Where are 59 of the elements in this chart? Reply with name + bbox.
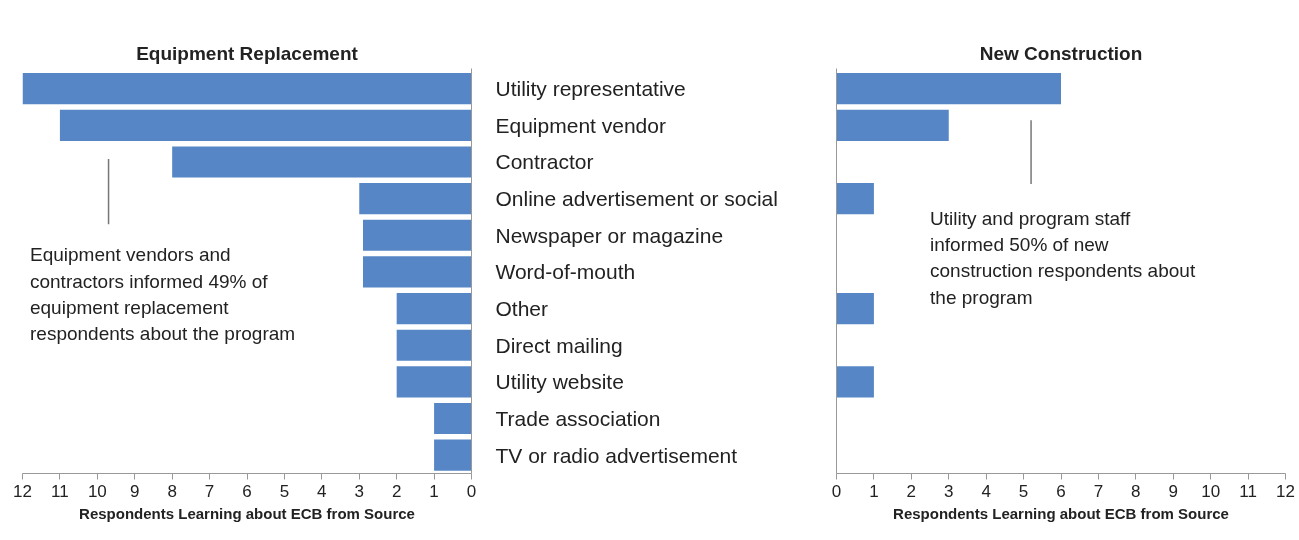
bar bbox=[836, 366, 874, 398]
bar bbox=[396, 329, 472, 361]
y-tick-label: TV or radio advertisement bbox=[495, 443, 738, 467]
x-tick-label: 4 bbox=[981, 481, 991, 501]
x-tick-label: 10 bbox=[1201, 481, 1221, 501]
bar bbox=[836, 292, 874, 325]
bar bbox=[836, 73, 1061, 105]
y-tick-label: Word-of-mouth bbox=[495, 260, 636, 284]
bar bbox=[172, 146, 472, 178]
x-tick-label: 6 bbox=[1056, 481, 1066, 501]
chart-title: New Construction bbox=[979, 42, 1143, 64]
bar bbox=[362, 256, 472, 288]
y-tick-label: Utility website bbox=[495, 370, 624, 394]
x-tick-label: 9 bbox=[1168, 481, 1178, 501]
y-tick-label: Contractor bbox=[495, 150, 594, 174]
bar bbox=[396, 366, 472, 398]
x-tick-label: 0 bbox=[466, 481, 477, 501]
x-tick-label: 11 bbox=[51, 481, 69, 501]
x-tick-label: 2 bbox=[906, 481, 917, 501]
bar bbox=[362, 219, 472, 251]
x-axis-title: Respondents Learning about ECB from Source bbox=[893, 504, 1229, 522]
y-tick-label: Direct mailing bbox=[495, 333, 623, 357]
bar bbox=[836, 183, 874, 215]
y-tick-label: Online advertisement or social bbox=[495, 187, 778, 211]
x-axis-title: Respondents Learning about ECB from Source bbox=[79, 504, 415, 522]
x-tick-label: 10 bbox=[87, 481, 107, 501]
x-tick-label: 1 bbox=[429, 481, 439, 501]
x-tick-label: 3 bbox=[944, 481, 954, 501]
x-tick-label: 11 bbox=[1239, 481, 1257, 501]
x-tick-label: 5 bbox=[279, 481, 290, 501]
x-tick-label: 7 bbox=[1093, 481, 1104, 501]
annotation: Equipment vendors and contractors informed 49% of equipment replacement respondents about the program bbox=[29, 244, 296, 345]
x-tick-label: 12 bbox=[13, 481, 32, 501]
x-tick-label: 1 bbox=[869, 481, 879, 501]
y-tick-label: Equipment vendor bbox=[495, 113, 666, 137]
bar bbox=[22, 73, 472, 105]
x-tick-label: 3 bbox=[354, 481, 364, 501]
bar bbox=[359, 183, 472, 215]
x-tick-label: 7 bbox=[204, 481, 215, 501]
x-tick-label: 2 bbox=[391, 481, 402, 501]
x-tick-label: 8 bbox=[167, 481, 177, 501]
bar bbox=[836, 109, 949, 141]
y-tick-label: Other bbox=[495, 297, 549, 321]
bar bbox=[396, 292, 472, 325]
x-tick-label: 9 bbox=[130, 481, 140, 501]
annotation: Utility and program staff informed 50% of new construction respondents about the program bbox=[930, 207, 1196, 308]
x-tick-label: 0 bbox=[831, 481, 842, 501]
x-tick-label: 5 bbox=[1018, 481, 1029, 501]
bar bbox=[434, 439, 472, 471]
x-tick-label: 12 bbox=[1276, 481, 1295, 501]
bar bbox=[59, 109, 472, 141]
x-tick-label: 6 bbox=[242, 481, 252, 501]
x-tick-label: 8 bbox=[1131, 481, 1141, 501]
y-tick-label: Newspaper or magazine bbox=[495, 223, 724, 247]
chart-title: Equipment Replacement bbox=[136, 42, 359, 64]
bar bbox=[434, 402, 472, 435]
y-tick-label: Utility representative bbox=[495, 77, 686, 101]
x-tick-label: 4 bbox=[317, 481, 327, 501]
y-tick-label: Trade association bbox=[495, 407, 661, 431]
